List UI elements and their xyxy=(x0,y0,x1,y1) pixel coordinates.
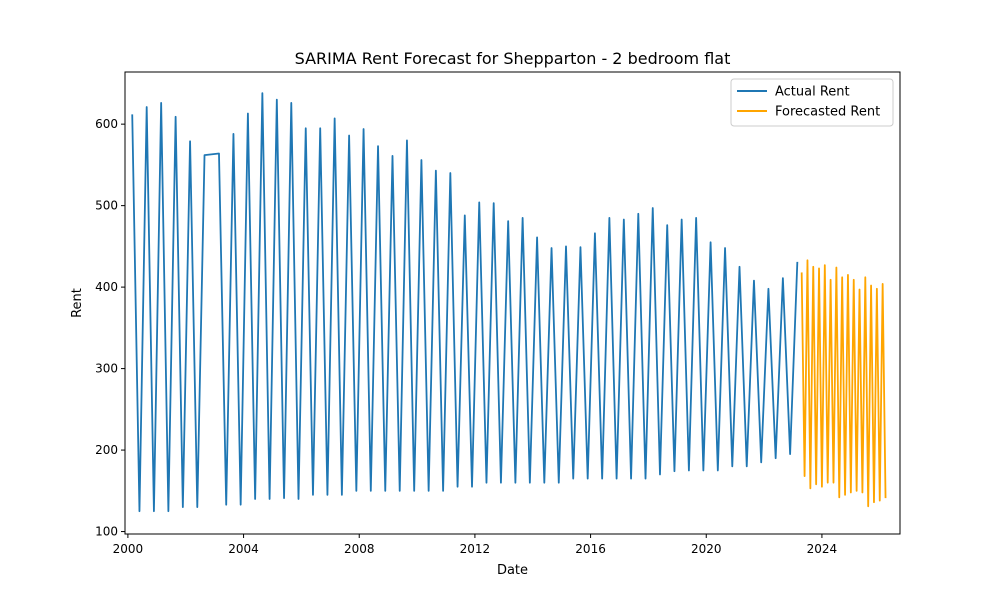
x-tick-label: 2024 xyxy=(807,542,838,556)
legend-box xyxy=(730,78,894,127)
x-axis-label: Date xyxy=(497,563,528,578)
legend-label-actual-rent: Actual Rent xyxy=(775,85,850,100)
series-layer xyxy=(131,92,887,513)
y-axis-label: Rent xyxy=(70,288,85,318)
y-tick-label: 100 xyxy=(95,525,118,539)
y-tick-label: 500 xyxy=(95,199,118,213)
y-axis: 100 200 300 400 500 600 xyxy=(95,117,125,539)
plot-frame xyxy=(124,71,901,535)
x-axis: 2000 2004 2008 2012 2016 2020 2024 xyxy=(113,534,838,556)
x-tick-label: 2000 xyxy=(113,542,144,556)
y-tick-label: 600 xyxy=(95,117,118,131)
series-line-actual-rent xyxy=(131,92,799,513)
legend: Actual Rent Forecasted Rent xyxy=(730,78,894,127)
x-tick-label: 2012 xyxy=(460,542,491,556)
x-tick-label: 2016 xyxy=(575,542,606,556)
y-tick-label: 200 xyxy=(95,443,118,457)
y-tick-label: 300 xyxy=(95,362,118,376)
chart-title: SARIMA Rent Forecast for Shepparton - 2 … xyxy=(295,49,731,68)
x-tick-label: 2004 xyxy=(228,542,259,556)
legend-label-forecasted-rent: Forecasted Rent xyxy=(775,105,880,120)
y-tick-label: 400 xyxy=(95,280,118,294)
x-tick-label: 2020 xyxy=(691,542,722,556)
series-line-forecasted-rent xyxy=(800,259,887,508)
x-tick-label: 2008 xyxy=(344,542,375,556)
